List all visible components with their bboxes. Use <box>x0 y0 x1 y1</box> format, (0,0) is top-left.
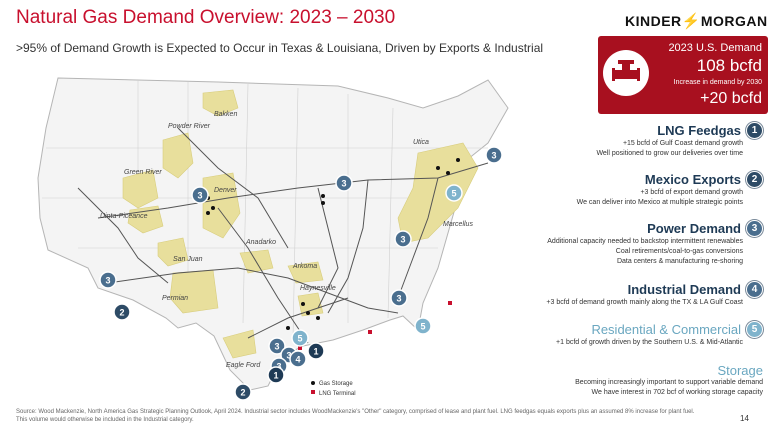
number-badge: 5 <box>746 321 763 338</box>
svg-text:1: 1 <box>313 347 318 357</box>
us-pipeline-map: Bakken Powder River Green River Denver U… <box>37 77 509 401</box>
svg-text:3: 3 <box>274 342 279 352</box>
lightning-icon: ⚡ <box>681 13 701 30</box>
category-mexico-exports: Mexico Exports 2 +3 bcfd of export demand… <box>577 171 763 208</box>
basin-eagle-ford <box>222 329 257 359</box>
category-line: +1 bcfd of growth driven by the Southern… <box>556 339 743 346</box>
map-marker: 3 <box>485 146 503 164</box>
basin-permian <box>169 269 219 314</box>
basin-label: Anadarko <box>245 239 276 246</box>
svg-text:4: 4 <box>295 355 300 365</box>
category-industrial-demand: Industrial Demand 4 +3 bcfd of demand gro… <box>546 281 763 308</box>
number-badge: 2 <box>746 171 763 188</box>
category-title: Power Demand <box>647 221 741 236</box>
map-legend: Gas Storage LNG Terminal <box>311 381 356 397</box>
category-line: Additional capacity needed to backstop i… <box>547 238 743 245</box>
basin-label: Eagle Ford <box>226 362 261 369</box>
basin-label: Uinta-Piceance <box>100 213 148 220</box>
svg-text:3: 3 <box>276 362 281 372</box>
map-marker: 5 <box>445 184 463 202</box>
category-residential-commercial: Residential & Commercial 5 +1 bcfd of gro… <box>556 321 763 348</box>
map-marker: 1 <box>267 366 285 384</box>
map-marker: 3 <box>99 271 117 289</box>
category-title: Storage <box>717 363 763 378</box>
map-marker: 2 <box>234 383 252 401</box>
basin-bakken <box>202 89 239 117</box>
basin-green-river <box>122 169 159 209</box>
company-logo: KINDER⚡MORGAN <box>625 12 768 30</box>
map-marker: 3 <box>191 186 209 204</box>
basin-label: Arkoma <box>292 263 317 270</box>
svg-text:3: 3 <box>400 235 405 245</box>
map-marker: 5 <box>291 329 309 347</box>
basin-marcellus <box>397 142 479 244</box>
svg-text:3: 3 <box>197 191 202 201</box>
map-marker: 3 <box>268 337 286 355</box>
category-line: +3 bcfd of export demand growth <box>640 189 743 196</box>
basin-label: Powder River <box>168 123 211 130</box>
category-line: +3 bcfd of demand growth mainly along th… <box>546 299 743 306</box>
number-badge: 1 <box>746 122 763 139</box>
category-line: We have interest in 702 bcf of working s… <box>591 389 763 396</box>
map-marker: 2 <box>113 303 131 321</box>
category-title: Mexico Exports <box>644 172 741 187</box>
category-line: +15 bcfd of Gulf Coast demand growth <box>622 140 743 147</box>
category-title: Industrial Demand <box>627 282 741 297</box>
us-demand-stat-box: 2023 U.S. Demand 108 bcfd Increase in de… <box>598 36 768 114</box>
category-title: Residential & Commercial <box>591 322 741 337</box>
basin-label: Haynesville <box>300 285 336 292</box>
svg-text:1: 1 <box>273 371 278 381</box>
category-line: Becoming increasingly important to suppo… <box>575 379 763 386</box>
category-line: Well positioned to grow our deliveries o… <box>596 150 743 157</box>
svg-text:5: 5 <box>420 322 425 332</box>
svg-text:Gas Storage: Gas Storage <box>319 381 353 387</box>
pipeline-icon <box>603 50 649 96</box>
logo-text-right: MORGAN <box>700 13 768 29</box>
basin-label: Marcellus <box>443 221 473 228</box>
page-subtitle: >95% of Demand Growth is Expected to Occ… <box>16 41 544 55</box>
source-footnote: Source: Wood Mackenzie, North America Ga… <box>16 409 695 423</box>
number-badge: 3 <box>746 220 763 237</box>
svg-text:3: 3 <box>105 276 110 286</box>
basin-san-juan <box>157 237 189 267</box>
svg-text:3: 3 <box>491 151 496 161</box>
logo-text-left: KINDER <box>625 13 682 29</box>
category-line: Coal retirements/coal-to-gas conversions <box>615 248 743 255</box>
category-line: We can deliver into Mexico at multiple s… <box>576 199 743 206</box>
map-marker: 3 <box>394 230 412 248</box>
map-marker: 4 <box>289 350 307 368</box>
category-power-demand: Power Demand 3 Additional capacity needed… <box>547 220 763 267</box>
basin-label: Bakken <box>214 111 237 118</box>
svg-text:2: 2 <box>119 308 124 318</box>
page-title: Natural Gas Demand Overview: 2023 – 2030 <box>16 7 396 28</box>
basin-label: San Juan <box>173 256 203 263</box>
basin-label: Permian <box>162 295 188 302</box>
basin-arkoma <box>287 261 324 284</box>
svg-text:LNG Terminal: LNG Terminal <box>319 391 356 397</box>
svg-text:3: 3 <box>286 351 291 361</box>
map-marker: 3 <box>335 174 353 192</box>
basin-label: Green River <box>124 169 162 176</box>
demand-value: 108 bcfd <box>696 56 762 75</box>
category-line: Data centers & manufacturing re-shoring <box>616 258 743 265</box>
page-number: 14 <box>740 414 749 423</box>
increase-label: Increase in demand by 2030 <box>673 79 762 86</box>
basin-label: Denver <box>214 187 237 194</box>
map-marker: 5 <box>414 317 432 335</box>
demand-label: 2023 U.S. Demand <box>668 42 762 54</box>
svg-text:2: 2 <box>240 388 245 398</box>
svg-text:5: 5 <box>451 189 456 199</box>
category-storage: Storage Becoming increasingly important … <box>575 363 763 398</box>
svg-text:3: 3 <box>396 294 401 304</box>
svg-text:3: 3 <box>341 179 346 189</box>
map-marker: 1 <box>307 342 325 360</box>
category-lng-feedgas: LNG Feedgas 1 +15 bcfd of Gulf Coast dema… <box>596 122 763 159</box>
map-marker: 3 <box>390 289 408 307</box>
basin-haynesville <box>297 292 324 317</box>
svg-text:5: 5 <box>297 334 302 344</box>
basin-label: Utica <box>413 139 429 146</box>
number-badge: 4 <box>746 281 763 298</box>
category-title: LNG Feedgas <box>657 123 741 138</box>
increase-value: +20 bcfd <box>700 90 762 107</box>
